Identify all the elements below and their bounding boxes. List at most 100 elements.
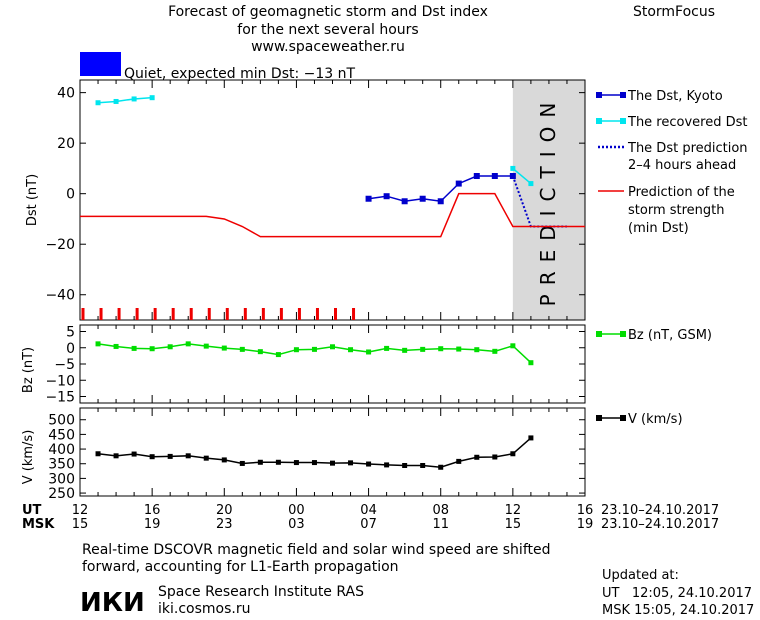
- series-line: [97, 96, 153, 104]
- y-tick-label: −5: [54, 357, 75, 373]
- data-point: [221, 457, 227, 463]
- msk-tick-label: 23: [216, 517, 233, 532]
- data-point: [402, 347, 408, 353]
- footer-note-line1: Real-time DSCOVR magnetic field and sola…: [82, 542, 551, 558]
- ut-tick-label: 12: [505, 503, 522, 518]
- data-point: [95, 451, 101, 457]
- data-point: [185, 453, 191, 459]
- legend-bz-label: Bz (nT, GSM): [628, 328, 712, 343]
- y-tick-label: −15: [45, 390, 75, 406]
- updated-ut: UT 12:05, 24.10.2017: [602, 586, 752, 601]
- msk-tick-label: 11: [432, 517, 449, 532]
- legend-dst-prediction-label-2: 2–4 hours ahead: [628, 158, 736, 173]
- legend-storm-label-2: storm strength: [628, 203, 725, 218]
- prediction-band-label: PREDICTION: [536, 94, 560, 307]
- panel-frame: [79, 324, 586, 404]
- y-tick-label: 20: [57, 136, 75, 152]
- data-point: [293, 460, 299, 466]
- data-point: [95, 341, 101, 347]
- data-point: [149, 95, 155, 101]
- data-point: [438, 346, 444, 352]
- data-point: [185, 341, 191, 347]
- data-point: [456, 346, 462, 352]
- msk-tick-label: 15: [505, 517, 522, 532]
- legend-bz: [596, 331, 626, 337]
- data-point: [455, 180, 462, 187]
- data-point: [293, 347, 299, 353]
- data-point: [510, 451, 516, 457]
- legend-storm-label-1: Prediction of the: [628, 185, 735, 200]
- data-point: [149, 454, 155, 460]
- dst-axis-title: Dst (nT): [25, 174, 40, 226]
- data-point: [366, 461, 372, 467]
- footer-note-line2: forward, accounting for L1-Earth propaga…: [82, 559, 399, 575]
- legend-dst-recovered: [596, 118, 626, 124]
- y-tick-label: 40: [57, 86, 75, 102]
- ut-row-label: UT: [22, 503, 42, 518]
- data-point: [420, 462, 426, 468]
- data-point: [492, 348, 498, 354]
- series-line: [80, 192, 585, 238]
- series-line: [368, 175, 513, 203]
- series-line: [512, 167, 532, 185]
- data-point: [239, 346, 245, 352]
- legend-dst-prediction-label-1: The Dst prediction: [627, 141, 748, 156]
- data-point: [348, 347, 354, 353]
- data-point: [474, 454, 480, 460]
- panel-frame: [79, 407, 586, 497]
- y-tick-label: 250: [48, 486, 75, 502]
- data-point: [95, 100, 101, 106]
- org-url: iki.cosmos.ru: [158, 601, 250, 617]
- data-point: [510, 165, 516, 171]
- y-tick-label: 5: [66, 325, 75, 341]
- data-point: [438, 464, 444, 470]
- msk-tick-label: 07: [360, 517, 377, 532]
- data-point: [131, 451, 137, 457]
- status-label: Quiet, expected min Dst: −13 nT: [124, 66, 356, 82]
- ut-tick-label: 12: [72, 503, 89, 518]
- data-point: [366, 349, 372, 355]
- updated-msk: MSK 15:05, 24.10.2017: [602, 603, 754, 618]
- msk-tick-label: 19: [144, 517, 161, 532]
- data-point: [239, 460, 245, 466]
- data-point: [348, 460, 354, 466]
- legend-marker: [596, 118, 602, 124]
- data-point: [402, 462, 408, 468]
- updated-label: Updated at:: [602, 568, 679, 583]
- legend-marker: [620, 331, 626, 337]
- data-point: [384, 345, 390, 351]
- dst-panel: PREDICTION 40 20 0 −20 −40: [45, 79, 586, 321]
- legend-marker: [620, 415, 626, 421]
- ut-tick-label: 16: [577, 503, 594, 518]
- data-point: [221, 345, 227, 351]
- ut-tick-label: 04: [360, 503, 377, 518]
- data-point: [203, 343, 209, 349]
- data-point: [330, 344, 335, 350]
- legend-dst-recovered-label: The recovered Dst: [627, 115, 747, 130]
- panel-frame: [79, 79, 586, 321]
- data-point: [131, 96, 137, 102]
- series-line: [97, 343, 532, 364]
- data-point: [528, 435, 534, 441]
- legend-storm-label-3: (min Dst): [628, 221, 689, 236]
- data-point: [113, 453, 119, 459]
- msk-date-range: 23.10–24.10.2017: [601, 517, 719, 532]
- y-tick-label: 0: [66, 187, 75, 203]
- data-point: [456, 458, 462, 464]
- data-point: [492, 454, 498, 460]
- data-point: [528, 181, 534, 187]
- ut-date-range: 23.10–24.10.2017: [601, 503, 719, 518]
- data-point: [491, 173, 498, 179]
- bz-axis-title: Bz (nT): [21, 347, 36, 393]
- ut-tick-label: 08: [432, 503, 449, 518]
- ut-tick-label: 16: [144, 503, 161, 518]
- ut-tick-label: 00: [288, 503, 305, 518]
- v-axis-title: V (km/s): [21, 430, 36, 485]
- y-tick-label: −10: [45, 373, 75, 389]
- legend-marker: [596, 415, 602, 421]
- legend-marker: [620, 118, 626, 124]
- data-point: [419, 195, 426, 202]
